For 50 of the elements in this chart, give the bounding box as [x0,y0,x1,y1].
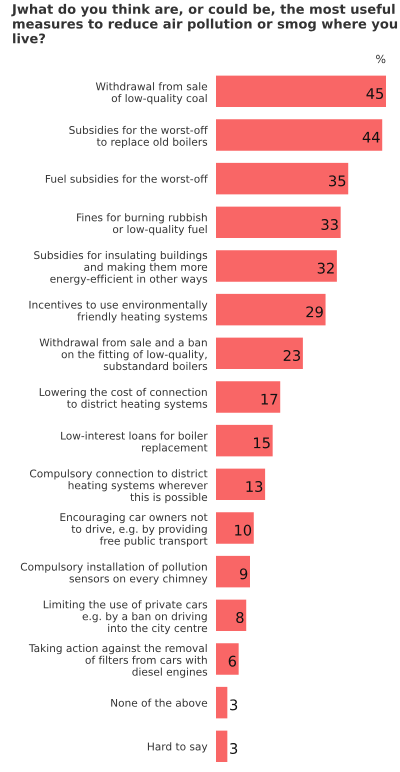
y-tick-label: Withdrawal from sale of low-quality coal [96,82,208,104]
bar [216,730,228,762]
bar [216,162,348,194]
y-tick-label: Compulsory installation of pollution sensors on every chimney [20,562,208,585]
data-label: 13 [246,481,262,492]
y-tick-label: Withdrawal from sale and a ban on the fitting of low-quality, substandard boilers [40,338,208,370]
bar [216,119,382,151]
data-label: 3 [230,743,238,754]
chart-title: Jwhat do you think are, or could be, the most useful measures to reduce air pollution or smog where you live? [11,4,398,44]
y-tick-label: Subsidies for the worst-off to replace old boilers [69,126,208,148]
text: % [376,54,386,64]
data-label: 44 [362,132,380,142]
data-label: 35 [329,175,346,186]
bar [216,381,280,413]
bar [216,468,266,500]
data-label: 17 [262,394,278,404]
y-tick-label: Incentives to use environmentally friendly heating systems [29,300,208,323]
bar [216,250,337,282]
bar [216,643,239,675]
data-label: 6 [228,656,236,667]
bar [216,424,273,456]
y-tick-label: Hard to say [148,742,208,753]
data-label: 32 [318,262,334,274]
y-tick-label: Lowering the cost of connection to district heating systems [40,388,208,410]
y-tick-label: Compulsory connection to district heating systems wherever this is possible [30,469,208,504]
bar [216,206,341,238]
y-tick-label: Taking action against the removal of filters from cars with diesel engines [28,644,208,678]
y-tick-label: Encouraging car owners not to drive, e.g. by providing free public transport [60,512,208,547]
y-tick-label: Subsidies for insulating buildings and making them more energy-efficient in other ways [34,250,208,285]
y-tick-label: Fuel subsidies for the worst-off [46,174,208,183]
y-tick-label: None of the above [111,698,208,707]
y-tick-label: Low-interest loans for boiler replacement [61,432,208,454]
data-label: 10 [235,524,252,536]
data-label: 33 [322,219,338,230]
bar [216,294,326,326]
bar [216,600,246,632]
data-label: 15 [254,438,270,448]
bar [216,686,228,718]
y-tick-label: Limiting the use of private cars e.g. by a ban on driving into the city centre [44,600,208,634]
bar [216,556,250,588]
data-label: 29 [306,306,323,318]
bar [216,76,386,108]
y-tick-label: Fines for burning rubbish or low-quality fuel [77,213,207,236]
data-label: 45 [366,88,384,100]
bar [216,512,254,544]
data-label: 3 [230,699,238,710]
data-label: 23 [284,350,300,362]
data-label: 9 [240,568,248,580]
data-label: 8 [236,612,244,624]
bar [216,338,303,370]
